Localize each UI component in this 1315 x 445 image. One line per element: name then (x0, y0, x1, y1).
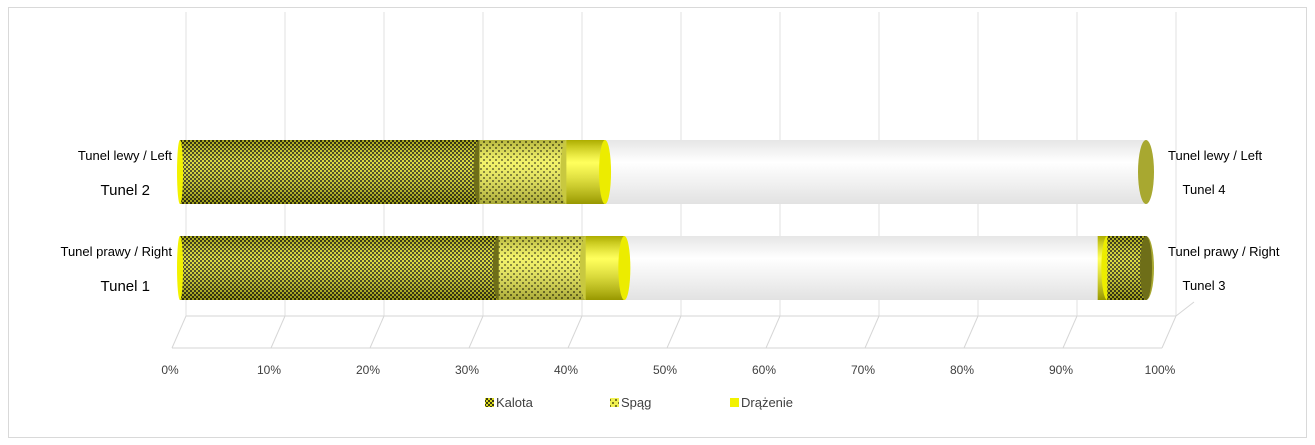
category-label-right: Tunel lewy / Left (1168, 148, 1263, 163)
side-edge (1175, 301, 1195, 317)
legend-swatch-spąg (610, 398, 619, 407)
floor-gridline (666, 315, 682, 349)
chart-frame (8, 7, 1307, 438)
labels-layer: Tunel lewy / Left Tunel 2 Tunel lewy / Lef… (60, 148, 1279, 295)
category-label-left-sub: Tunel 1 (101, 278, 150, 295)
bar-segment-shade (1107, 236, 1146, 300)
bar-start-cap (177, 140, 183, 204)
x-tick-label: 90% (1049, 363, 1073, 377)
bar-segment-cap (618, 236, 631, 300)
x-tick-label: 30% (455, 363, 479, 377)
legend: Kalota Spąg Drążenie (485, 395, 793, 410)
x-tick-label: 20% (356, 363, 380, 377)
floor-gridline (369, 315, 385, 349)
bar-segment-shade (585, 236, 625, 300)
legend-label: Kalota (496, 395, 534, 410)
floor-gridline (567, 315, 583, 349)
bar-segment-cap (599, 140, 612, 204)
legend-swatch-kalota (485, 398, 494, 407)
floor-gridline (1062, 315, 1078, 349)
x-tick-label: 0% (161, 363, 179, 377)
x-tick-label: 10% (257, 363, 281, 377)
x-tick-label: 70% (851, 363, 875, 377)
x-tick-label: 50% (653, 363, 677, 377)
bar-start-cap (177, 236, 183, 300)
floor-gridline (468, 315, 484, 349)
x-tick-label: 40% (554, 363, 578, 377)
legend-label: Drążenie (741, 395, 793, 410)
bar-end-cap (1138, 140, 1154, 204)
bar-segment-shade (180, 140, 480, 204)
floor-gridline (1161, 315, 1177, 349)
floor-gridline (864, 315, 880, 349)
x-tick-label: 80% (950, 363, 974, 377)
category-label-right: Tunel prawy / Right (1168, 244, 1280, 259)
legend-swatch-drążenie (730, 398, 739, 407)
bar-segment-shade (180, 236, 499, 300)
category-label-left-sub: Tunel 2 (101, 182, 150, 199)
bar-segment-shade (498, 236, 586, 300)
floor-gridline (963, 315, 979, 349)
floor-gridline (171, 315, 187, 349)
floor-gridline (270, 315, 286, 349)
floor-gridline (765, 315, 781, 349)
category-label-right-sub: Tunel 3 (1183, 278, 1226, 293)
bar-segment-cap (1140, 236, 1152, 300)
legend-label: Spąg (621, 395, 651, 410)
x-tick-label: 100% (1145, 363, 1176, 377)
category-label-left: Tunel prawy / Right (60, 244, 172, 259)
bar-segment-shade (479, 140, 567, 204)
bars-layer (177, 140, 1154, 300)
category-label-right-sub: Tunel 4 (1183, 182, 1226, 197)
bar-segment-shade (566, 140, 606, 204)
category-label-left: Tunel lewy / Left (78, 148, 173, 163)
x-tick-label: 60% (752, 363, 776, 377)
